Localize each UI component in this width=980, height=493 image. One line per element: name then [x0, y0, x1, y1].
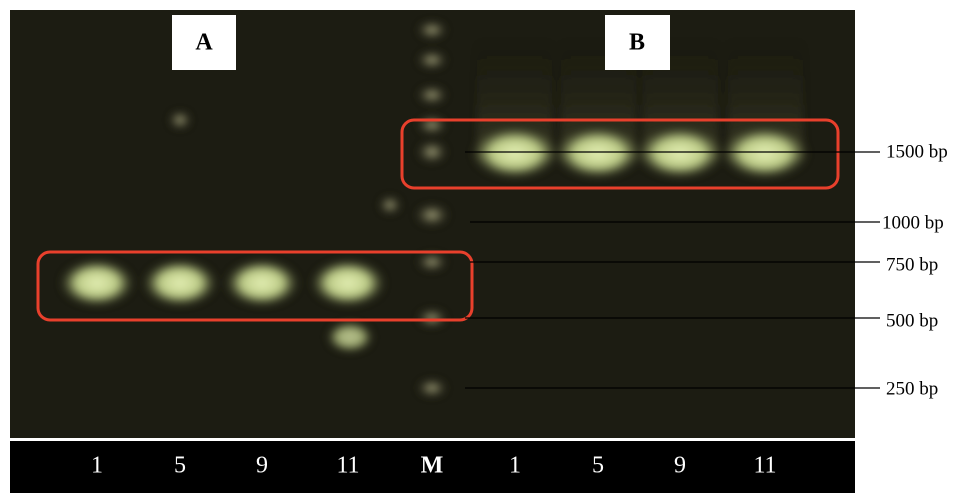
lane-label: 11: [336, 453, 359, 479]
lane-label: 11: [753, 453, 776, 479]
marker-label: 750 bp: [886, 254, 938, 275]
lane-label: 5: [592, 453, 604, 479]
panel-label: B: [629, 30, 645, 56]
panel-label: A: [195, 30, 213, 56]
lane-label: 1: [91, 453, 103, 479]
marker-label: 1000 bp: [882, 212, 944, 233]
lane-label: 1: [509, 453, 521, 479]
marker-label: 500 bp: [886, 310, 938, 331]
lane-label: 9: [256, 453, 268, 479]
lane-label: M: [421, 453, 444, 479]
lane-label: 5: [174, 453, 186, 479]
gel-figure: A B 1500 bp 1000 bp 750 bp 500 bp 250 bp…: [0, 0, 980, 493]
lane-label: 9: [674, 453, 686, 479]
marker-label: 250 bp: [886, 378, 938, 399]
marker-label: 1500 bp: [886, 141, 948, 162]
